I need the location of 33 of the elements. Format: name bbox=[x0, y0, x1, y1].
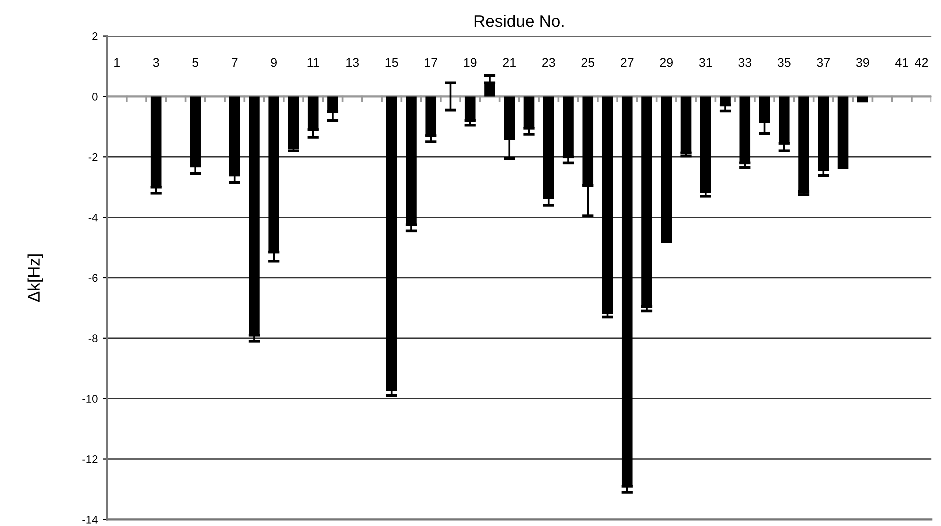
x-tick-label: 33 bbox=[738, 58, 752, 68]
y-tick-label: -6 bbox=[88, 274, 98, 282]
x-tick-label: 39 bbox=[856, 58, 870, 68]
y-tick-label: -12 bbox=[82, 456, 98, 464]
x-tick-label: 5 bbox=[192, 58, 199, 68]
x-tick-label: 11 bbox=[308, 58, 320, 68]
x-tick-label: 35 bbox=[778, 58, 791, 68]
x-tick-label: 23 bbox=[542, 58, 556, 68]
x-tick-label: 9 bbox=[271, 58, 277, 68]
y-tick-label: -8 bbox=[88, 334, 98, 343]
x-tick-label: 17 bbox=[425, 58, 438, 68]
x-tick-label: 31 bbox=[699, 58, 712, 68]
x-tick-label: 13 bbox=[346, 58, 360, 68]
x-tick-label: 41 bbox=[895, 58, 908, 68]
x-tick-label: 29 bbox=[660, 58, 673, 68]
x-tick-label: 7 bbox=[232, 58, 238, 68]
x-tick-label: 15 bbox=[386, 58, 398, 68]
y-tick-label: -4 bbox=[88, 214, 98, 222]
x-tick-label: 37 bbox=[817, 58, 830, 68]
x-tick-label: 42 bbox=[915, 58, 928, 68]
x-tick-label: 1 bbox=[114, 58, 120, 68]
y-tick-label: -2 bbox=[88, 153, 98, 162]
x-tick-label: 19 bbox=[464, 58, 477, 68]
x-tick-label: 25 bbox=[582, 58, 595, 68]
x-tick-label: 21 bbox=[503, 58, 516, 68]
y-tick-label: -14 bbox=[82, 516, 98, 524]
x-tick-label: 3 bbox=[153, 58, 160, 68]
x-tick-label: 27 bbox=[621, 58, 634, 68]
y-tick-label: 2 bbox=[92, 32, 98, 40]
y-tick-label: -10 bbox=[82, 395, 98, 403]
y-tick-label: 0 bbox=[92, 92, 98, 101]
x-axis-title: Residue No. bbox=[474, 14, 564, 28]
y-axis-title: Δk[Hz] bbox=[28, 254, 44, 302]
